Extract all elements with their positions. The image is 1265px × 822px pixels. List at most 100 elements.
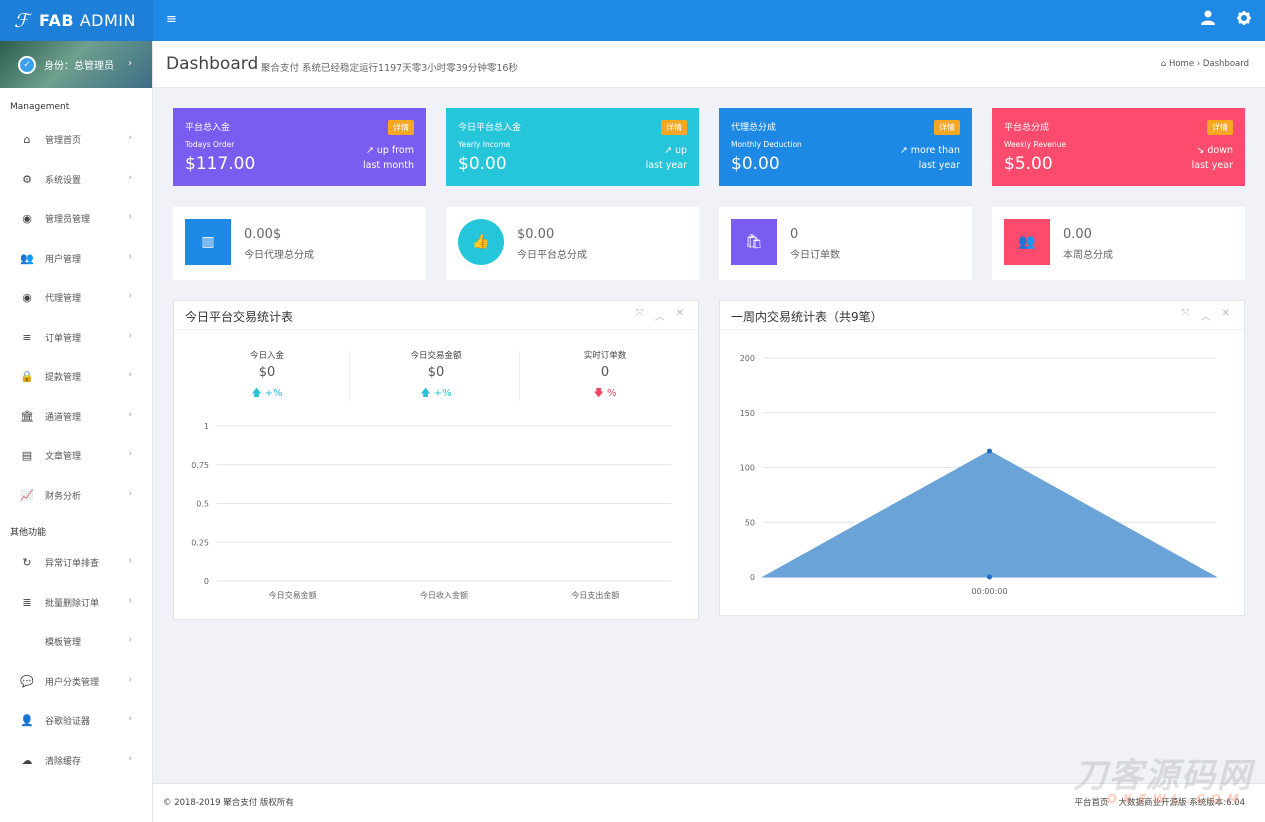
stat-value: $117.00 (185, 154, 256, 174)
y-tick-label: 0.25 (191, 538, 209, 547)
x-tick-label: 今日收入金额 (420, 590, 468, 600)
brand[interactable]: ℱ FAB ADMIN (0, 0, 153, 41)
bar-chart-icon: ▥ (185, 219, 231, 265)
sidebar-item[interactable]: ▤ 文章管理 › (0, 436, 152, 476)
sidebar-item[interactable]: 💬 用户分类管理 › (0, 662, 152, 702)
close-icon[interactable]: ✕ (675, 308, 684, 319)
stat-title: 平台总分成 (1004, 123, 1050, 133)
expand-icon[interactable]: ⤧ (1181, 308, 1190, 319)
x-tick-label: 今日交易金额 (269, 590, 317, 600)
collapse-icon[interactable]: ︿ (654, 312, 665, 323)
collapse-icon[interactable]: ︿ (1200, 312, 1211, 323)
sidebar: ✓ 身份：总管理员 › Management ⌂ 管理首页 › ⚙ 系统设置 › ◉ 管理员管… (0, 41, 153, 822)
sidebar-item[interactable]: ≣ 批量删除订单 › (0, 583, 152, 623)
home-icon: ⌂ (1160, 59, 1169, 69)
trend-line1: down (1207, 145, 1233, 156)
details-button[interactable]: 详情 (388, 120, 414, 135)
details-button[interactable]: 详情 (1207, 120, 1233, 135)
sidebar-item[interactable]: ⌂ 管理首页 › (0, 120, 152, 160)
chevron-right-icon: › (128, 172, 132, 183)
stat-subtitle: Weekly Revenue (1004, 140, 1067, 149)
chevron-right-icon: › (128, 212, 132, 222)
page-header: Dashboard 聚合支付 系统已经稳定运行1197天零3小时零39分钟零16… (153, 41, 1265, 88)
close-icon[interactable]: ✕ (1221, 308, 1230, 319)
trend-line1: up (674, 145, 687, 156)
sidebar-item[interactable]: 📈 财务分析 › (0, 476, 152, 516)
chevron-right-icon: › (128, 556, 132, 566)
page-subtitle: 聚合支付 系统已经稳定运行1197天零3小时零39分钟零16秒 (261, 63, 518, 74)
nav-icon: 💬 (20, 674, 34, 688)
y-tick-label: 1 (204, 422, 209, 431)
stat-subtitle: Yearly Income (458, 140, 511, 149)
sidebar-item[interactable]: 👥 用户管理 › (0, 239, 152, 279)
sidebar-item-label: 清除缓存 (45, 756, 82, 767)
gear-icon[interactable] (1237, 10, 1251, 29)
metric-label: 实时订单数 (583, 351, 627, 361)
arrow-up-icon: 🡅 (420, 388, 434, 399)
nav-icon: ⌂ (23, 133, 31, 147)
info-value: $0.00 (517, 227, 555, 242)
nav-icon: 👤 (20, 714, 34, 728)
sidebar-item[interactable]: 模板管理 › (0, 622, 152, 662)
sidebar-item[interactable]: 🏛 通道管理 › (0, 397, 152, 437)
info-label: 今日订单数 (790, 250, 840, 261)
trend-line1: up from (376, 145, 414, 156)
nav-icon: ◉ (22, 212, 32, 226)
section-title-management: Management (10, 102, 70, 112)
shopping-bag-icon: 🛍 (731, 219, 777, 265)
divider (519, 351, 520, 401)
sidebar-item[interactable]: 🔒 提款管理 › (0, 357, 152, 397)
user-icon[interactable] (1201, 10, 1215, 29)
chevron-right-icon: › (128, 674, 132, 685)
sidebar-item-label: 管理首页 (45, 136, 82, 147)
chevron-right-icon: › (128, 291, 132, 301)
metric-percent: +% (264, 388, 283, 399)
nav-icon: 🏛 (20, 409, 34, 423)
sidebar-item[interactable]: ◉ 代理管理 › (0, 278, 152, 318)
sidebar-item[interactable]: ≡ 订单管理 › (0, 318, 152, 358)
sidebar-item[interactable]: ⚙ 系统设置 › (0, 160, 152, 200)
nav-icon: ⚙ (22, 172, 32, 186)
y-tick-label: 0.5 (196, 500, 209, 509)
details-button[interactable]: 详情 (661, 120, 687, 135)
sidebar-item-label: 模板管理 (45, 638, 82, 649)
sidebar-item-label: 系统设置 (45, 175, 82, 186)
sidebar-item-label: 代理管理 (45, 294, 82, 305)
details-button[interactable]: 详情 (934, 120, 960, 135)
chevron-right-icon: › (128, 409, 132, 420)
breadcrumb-text: Home › Dashboard (1168, 59, 1249, 69)
footer-version: 大数据商业开源版 系统版本:6.04 (1118, 798, 1246, 808)
data-point (987, 448, 992, 454)
watermark: 刀客源码网 (1073, 756, 1253, 796)
chevron-right-icon: › (128, 488, 132, 499)
week-stats-panel: 一周内交易统计表（共9笔） ⤧ ︿ ✕ 200 150 100 50 0 00:00:00 (719, 300, 1245, 616)
x-tick-label: 今日支出金额 (571, 590, 619, 600)
profile-bar[interactable]: ✓ 身份：总管理员 › (0, 41, 152, 88)
stat-value: $0.00 (458, 154, 507, 174)
y-tick-label: 100 (740, 464, 755, 473)
info-label: 今日代理总分成 (244, 250, 314, 261)
trend-icon: ↗ (899, 145, 911, 156)
footer-home-link[interactable]: 平台首页 (1074, 798, 1109, 808)
today-stats-panel: 今日平台交易统计表 ⤧ ︿ ✕ 今日入金 $0 🡅 +% 今日交易金额 $0 🡅 +% 实时订单… (173, 300, 699, 620)
trend-line2: last year (645, 160, 687, 171)
topbar: ℱ FAB ADMIN ≡ (0, 0, 1265, 41)
info-card: 🛍 0 今日订单数 (719, 207, 972, 280)
stat-title: 今日平台总入金 (458, 123, 522, 133)
chevron-right-icon: › (128, 370, 132, 380)
users-icon: 👥 (1004, 219, 1050, 265)
stat-card: 代理总分成 Monthly Deduction $0.00 详情 ↗ more than… (719, 108, 972, 186)
metric-percent: % (606, 388, 617, 399)
breadcrumb[interactable]: ⌂ Home › Dashboard (1161, 59, 1249, 69)
sidebar-item[interactable]: ◉ 管理员管理 › (0, 199, 152, 239)
sidebar-item[interactable]: 👤 谷歌验证器 › (0, 701, 152, 741)
menu-toggle-icon[interactable]: ≡ (166, 12, 177, 27)
sidebar-item[interactable]: ☁ 清除缓存 › (0, 741, 152, 781)
arrow-up-icon: 🡅 (251, 388, 265, 399)
sidebar-item[interactable]: ↻ 异常订单排查 › (0, 543, 152, 583)
expand-icon[interactable]: ⤧ (635, 308, 644, 319)
chevron-right-icon: › (128, 635, 132, 645)
chevron-right-icon: › (128, 753, 132, 764)
data-point (987, 574, 992, 580)
info-card: 👥 0.00 本周总分成 (992, 207, 1245, 280)
